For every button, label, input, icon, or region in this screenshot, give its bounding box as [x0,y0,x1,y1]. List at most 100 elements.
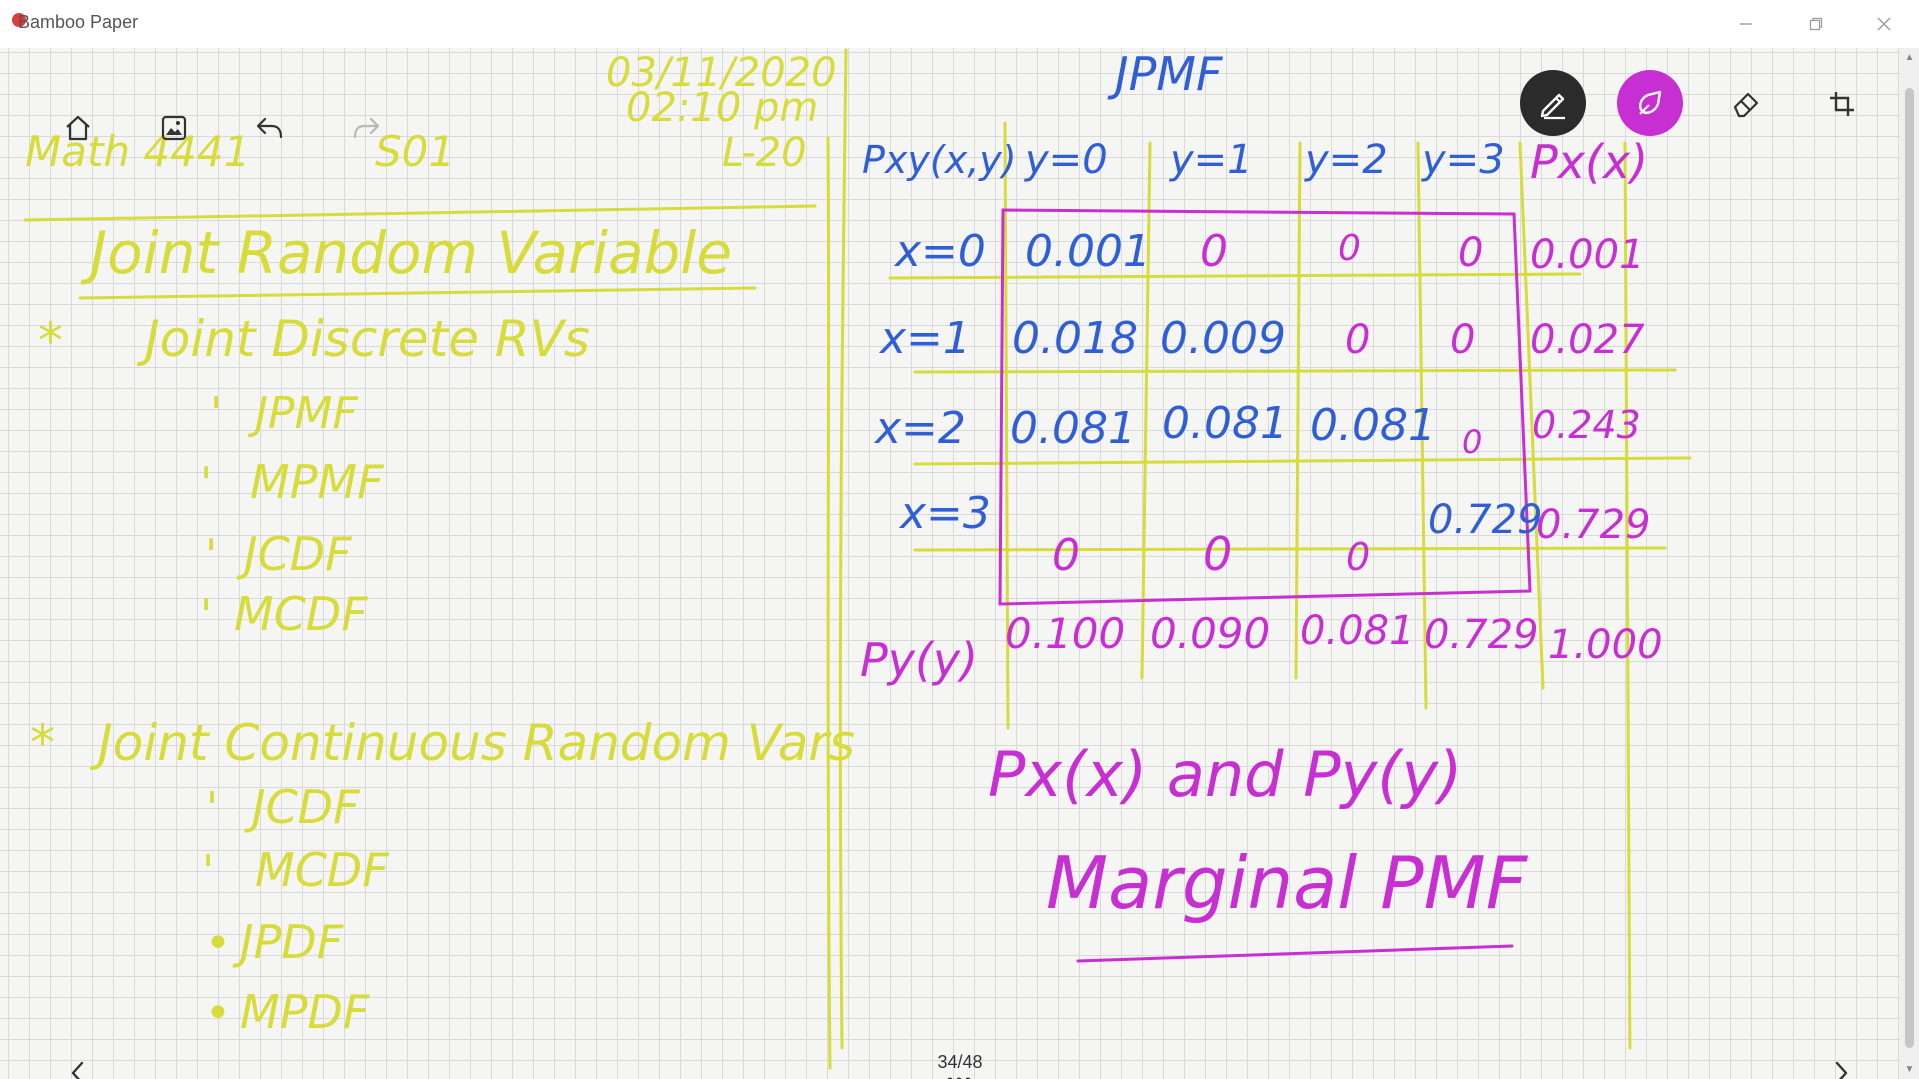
continuous-item: MPDF [240,985,370,1039]
discrete-title: Joint Discrete RVs [136,310,590,368]
table-cell: 0.081 [1162,398,1288,449]
home-icon [66,115,90,141]
table-cell: 0 [1462,423,1482,461]
total-value: 1.000 [1548,622,1663,668]
discrete-item: MPMF [250,455,384,509]
col-header: y=3 [1421,137,1505,183]
continuous-item-bullet: ' [206,783,218,834]
restore-icon [1809,17,1823,31]
discrete-item: JCDF [236,527,352,581]
app-logo [12,13,26,27]
ink-color-button[interactable] [1617,70,1683,136]
table-cell: 0 [1345,317,1370,363]
previous-page-button[interactable] [58,1048,98,1079]
note-canvas[interactable]: 03/11/2020 02:10 pm Math 4441 S01 L-20 J… [0,48,1900,1079]
chevron-left-icon [71,1061,84,1079]
ink-drop-icon [1639,90,1662,115]
close-icon [1877,17,1891,31]
scroll-up-icon[interactable]: ▲ [1904,52,1915,63]
table-cell: 0.729 [1428,497,1543,543]
chevron-right-icon [1835,1061,1848,1079]
continuous-item-bullet: ' [202,846,214,897]
table-cell: 0 [1203,527,1232,581]
jpmf-box [998,208,1532,606]
py-value: 0.100 [1005,609,1125,658]
page-more-button[interactable]: ••• [940,1071,980,1079]
scroll-thumb[interactable] [1905,88,1914,1048]
minimize-button[interactable] [1716,0,1776,48]
table-corner: Pxy(x,y) [862,138,1017,182]
crop-button[interactable] [1818,80,1866,128]
title-bar: Bamboo Paper [0,0,1919,48]
page-divider [838,48,848,1050]
redo-button[interactable] [342,104,390,152]
table-cell: 0 [1346,535,1370,579]
table-cell: 0 [1458,230,1483,276]
app-title: Bamboo Paper [18,12,139,32]
table-cell: 0.081 [1010,403,1136,454]
discrete-item-bullet: ' [200,458,212,509]
heading-text: Joint Random Variable [80,219,732,287]
table-cell: 0 [1338,228,1361,269]
px-value: 0.729 [1536,502,1651,548]
continuous-item: MCDF [255,843,389,897]
crop-icon [1830,92,1854,116]
caption-underline [1076,944,1514,963]
table-cell: 0 [1052,530,1080,581]
redo-icon [353,117,380,139]
col-header: y=1 [1169,137,1253,183]
col-header: y=0 [1024,137,1108,183]
home-button[interactable] [54,104,102,152]
discrete-item-bullet: ' [205,530,217,581]
row-header: x=0 [893,226,986,277]
py-value: 0.081 [1300,608,1415,654]
col-line-1 [1140,141,1152,680]
undo-icon [256,117,283,139]
continuous-item: JPDF [232,915,344,969]
pen-tool-button[interactable] [1520,70,1586,136]
eraser-button[interactable] [1722,80,1770,128]
close-button[interactable] [1854,0,1914,48]
col-line-0 [1003,121,1010,730]
col-line-4 [1518,141,1545,690]
vertical-scrollbar[interactable]: ▲ ▼ [1900,48,1919,1079]
image-icon [161,115,187,141]
minimize-icon [1740,23,1752,25]
col-line-3 [1416,141,1428,710]
section-text: S01 [375,127,455,176]
header-underline [23,204,817,222]
py-label: Py(y) [860,633,978,687]
col-line-2 [1294,141,1302,680]
date-text: 03/11/2020 [606,50,837,96]
table-left-margin [826,136,832,1070]
page-indicator: 34/48 [937,1052,983,1072]
lecture-text: L-20 [722,130,807,176]
table-title: JPMF [1107,48,1223,101]
py-value: 0.729 [1424,612,1539,658]
undo-button[interactable] [246,104,294,152]
row-header: x=1 [878,313,971,364]
px-value: 0.243 [1532,403,1641,447]
caption-line2: Marginal PMF [1046,841,1529,925]
table-cell: 0 [1450,317,1475,363]
continuous-title: Joint Continuous Random Vars [89,714,855,772]
row-header: x=3 [898,488,991,539]
px-value: 0.001 [1530,232,1645,278]
insert-image-button[interactable] [150,104,198,152]
time-text: 02:10 pm [626,85,818,131]
col-header: y=2 [1304,137,1388,183]
table-cell: 0.009 [1160,313,1286,364]
discrete-bullet: * [38,312,63,370]
scroll-down-icon[interactable]: ▼ [1904,1064,1915,1075]
pen-icon [1540,93,1565,120]
row-header: x=2 [873,403,966,454]
continuous-item-bullet: • [205,918,231,969]
row-line-2 [913,368,1677,374]
row-line-3 [913,456,1692,466]
caption-line1: Px(x) and Py(y) [988,738,1462,811]
next-page-button[interactable] [1821,1048,1861,1079]
px-header: Px(x) [1530,135,1648,189]
heading-underline [78,286,757,300]
restore-button[interactable] [1786,0,1846,48]
py-value: 0.090 [1150,609,1270,658]
